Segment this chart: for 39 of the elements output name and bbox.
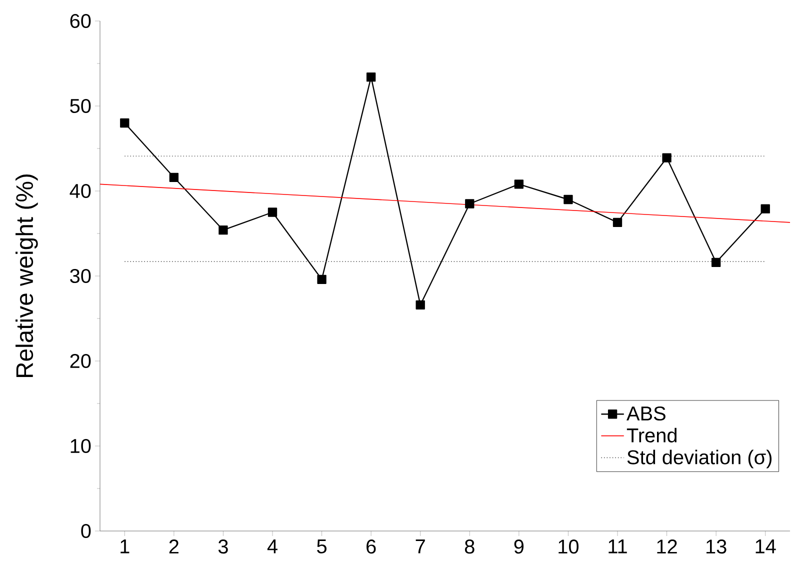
point <box>514 180 524 189</box>
x-tick-label: 8 <box>464 540 474 554</box>
x-tick-label: 13 <box>706 540 726 554</box>
legend-label: Trend <box>626 428 677 442</box>
point <box>760 204 770 214</box>
point <box>317 274 326 284</box>
x-tick-label: 12 <box>657 540 677 554</box>
x-tick-label: 14 <box>756 540 776 554</box>
y-tick-label: 30 <box>70 268 91 284</box>
legend-label: Std deviation (σ) <box>627 450 772 468</box>
x-tick-label: 5 <box>317 540 326 554</box>
y-tick-label: 60 <box>70 14 91 28</box>
x-tick-label: 2 <box>169 540 178 554</box>
x-tick-label: 7 <box>416 540 425 554</box>
point <box>120 118 130 128</box>
point <box>711 258 721 267</box>
point <box>416 300 425 310</box>
legend-label: ABS <box>626 406 666 421</box>
x-tick-label: 3 <box>218 540 228 554</box>
y-tick-label: 50 <box>70 98 91 114</box>
x-tick-label: 4 <box>267 540 278 554</box>
point <box>612 218 622 228</box>
y-axis-title: Relative weight (%) <box>16 174 38 378</box>
x-tick-label: 11 <box>608 540 627 554</box>
y-tick-label: 40 <box>70 184 91 198</box>
x-tick-label: 9 <box>514 540 524 554</box>
point <box>465 199 474 208</box>
x-tick-label: 1 <box>120 540 130 554</box>
x-tick-label: 6 <box>366 540 376 554</box>
point <box>218 226 228 235</box>
point <box>564 194 573 204</box>
point <box>366 72 376 82</box>
point <box>169 172 179 182</box>
y-tick-label: 20 <box>70 354 91 368</box>
y-tick-label: 10 <box>70 438 91 454</box>
x-tick-label: 10 <box>558 540 579 554</box>
point <box>662 153 672 162</box>
point <box>268 208 278 217</box>
y-tick-label: 0 <box>81 524 91 538</box>
